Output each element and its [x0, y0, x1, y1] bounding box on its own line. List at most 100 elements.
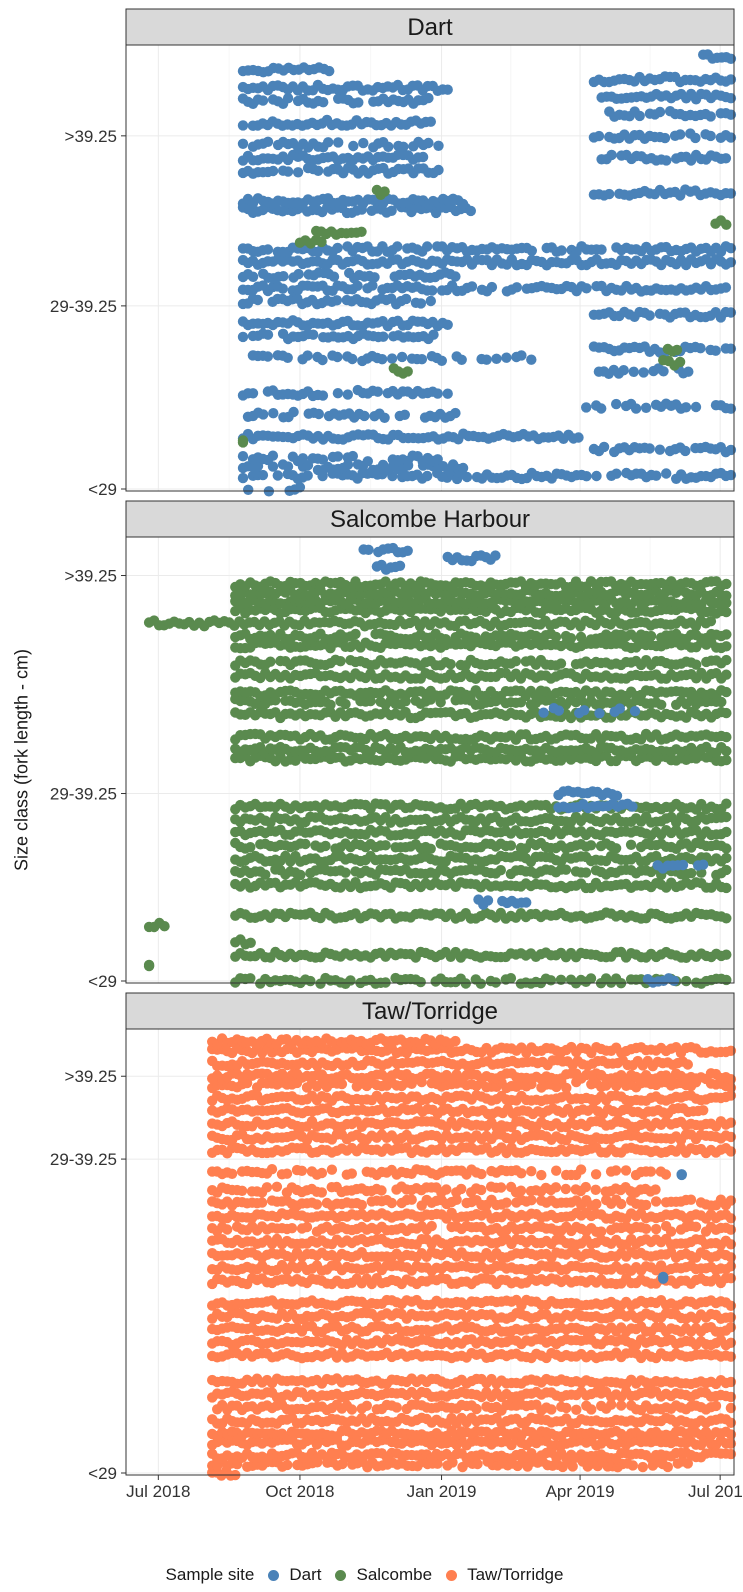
data-point-dart	[258, 409, 268, 419]
data-point-salcombe	[721, 708, 731, 718]
data-point-taw-torridge	[726, 1439, 736, 1449]
data-point-dart	[392, 241, 402, 251]
data-point-salcombe	[721, 629, 731, 639]
data-point-dart	[691, 402, 701, 412]
data-point-dart	[433, 141, 443, 151]
y-tick-label: >39.25	[65, 127, 117, 146]
data-point-dart	[726, 445, 736, 455]
data-point-dart	[283, 353, 293, 363]
data-point-dart	[651, 471, 661, 481]
data-point-salcombe	[546, 975, 556, 985]
data-point-dart	[433, 454, 443, 464]
data-point-dart	[433, 388, 443, 398]
data-point-salcombe	[305, 976, 315, 986]
data-point-taw-torridge	[663, 1462, 673, 1472]
data-point-dart	[363, 456, 373, 466]
data-point-dart	[398, 142, 408, 152]
data-point-taw-torridge	[726, 1449, 736, 1459]
data-point-dart	[347, 354, 357, 364]
data-point-dart	[397, 352, 407, 362]
data-point-salcombe	[675, 357, 685, 367]
data-point-salcombe	[159, 921, 169, 931]
y-tick-label: 29-39.25	[50, 297, 117, 316]
data-point-dart	[675, 129, 685, 139]
data-point-dart	[466, 206, 476, 216]
data-point-salcombe	[325, 700, 335, 710]
data-point-dart	[263, 244, 273, 254]
data-point-salcombe	[721, 883, 731, 893]
data-point-dart	[353, 97, 363, 107]
data-point-dart	[594, 131, 604, 141]
data-point-salcombe	[506, 973, 516, 983]
data-point-dart	[318, 455, 328, 465]
data-point-dart	[631, 403, 641, 413]
data-point-dart	[581, 283, 591, 293]
data-point-salcombe	[300, 839, 310, 849]
data-point-dart	[462, 472, 472, 482]
data-point-dart	[726, 74, 736, 84]
data-point-salcombe	[586, 840, 596, 850]
data-point-dart	[283, 461, 293, 471]
y-tick-label: 29-39.25	[50, 1150, 117, 1169]
data-point-salcombe	[721, 220, 731, 230]
data-point-dart	[655, 107, 665, 117]
data-point-salcombe	[551, 632, 561, 642]
data-point-dart	[303, 470, 313, 480]
data-point-taw-torridge	[628, 1460, 638, 1470]
data-point-dart	[288, 407, 298, 417]
data-point-salcombe	[340, 868, 350, 878]
data-point-dart	[417, 354, 427, 364]
data-point-dart	[348, 141, 358, 151]
data-point-dart	[467, 281, 477, 291]
data-point-dart	[378, 332, 388, 342]
data-point-taw-torridge	[586, 1404, 596, 1414]
data-point-dart	[611, 399, 621, 409]
data-point-dart	[363, 545, 373, 555]
data-point-dart	[554, 705, 564, 715]
data-point-dart	[705, 131, 715, 141]
data-point-taw-torridge	[282, 1460, 292, 1470]
data-point-salcombe	[245, 842, 255, 852]
data-point-dart	[373, 387, 383, 397]
data-point-dart	[278, 284, 288, 294]
data-point-dart	[721, 282, 731, 292]
y-tick-label: 29-39.25	[50, 785, 117, 804]
data-point-dart	[253, 295, 263, 305]
data-point-dart	[343, 389, 353, 399]
data-point-salcombe	[471, 633, 481, 643]
data-point-dart	[619, 365, 629, 375]
data-point-salcombe	[721, 843, 731, 853]
panel-title: Taw/Torridge	[362, 998, 498, 1025]
data-point-taw-torridge	[726, 1392, 736, 1402]
data-point-salcombe	[721, 975, 731, 985]
data-point-dart	[248, 272, 258, 282]
data-point-dart	[581, 471, 591, 481]
y-tick-label: <29	[88, 1464, 117, 1483]
data-point-dart	[313, 166, 323, 176]
data-point-dart	[638, 367, 648, 377]
data-point-dart	[698, 860, 708, 870]
data-point-dart	[573, 432, 583, 442]
data-point-dart	[611, 469, 621, 479]
data-point-salcombe	[672, 345, 682, 355]
data-point-dart	[658, 366, 668, 376]
data-point-dart	[726, 470, 736, 480]
data-point-dart	[332, 295, 342, 305]
data-point-salcombe	[265, 657, 275, 667]
data-point-salcombe	[686, 868, 696, 878]
data-point-taw-torridge	[726, 1403, 736, 1413]
data-point-dart	[581, 402, 591, 412]
data-point-dart	[348, 451, 358, 461]
data-point-dart	[433, 165, 443, 175]
data-point-taw-torridge	[726, 1352, 736, 1362]
data-point-salcombe	[576, 632, 586, 642]
data-point-dart	[238, 139, 248, 149]
data-point-dart	[706, 111, 716, 121]
data-point-dart	[238, 332, 248, 342]
data-point-dart	[243, 485, 253, 495]
data-point-dart	[669, 976, 679, 986]
data-point-dart	[422, 471, 432, 481]
data-point-dart	[263, 351, 273, 361]
data-point-taw-torridge	[347, 1404, 357, 1414]
